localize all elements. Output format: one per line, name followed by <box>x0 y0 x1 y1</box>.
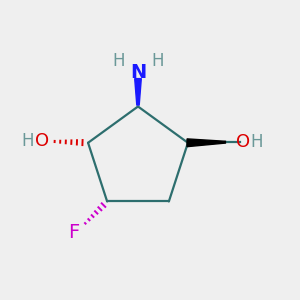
Text: O: O <box>35 132 50 150</box>
Text: F: F <box>68 223 80 242</box>
Text: H: H <box>21 132 34 150</box>
Text: H: H <box>151 52 164 70</box>
Text: O: O <box>236 133 250 151</box>
Polygon shape <box>187 139 225 147</box>
Polygon shape <box>135 79 141 105</box>
Text: H: H <box>250 133 262 151</box>
Text: H: H <box>112 52 125 70</box>
Text: N: N <box>130 63 146 82</box>
